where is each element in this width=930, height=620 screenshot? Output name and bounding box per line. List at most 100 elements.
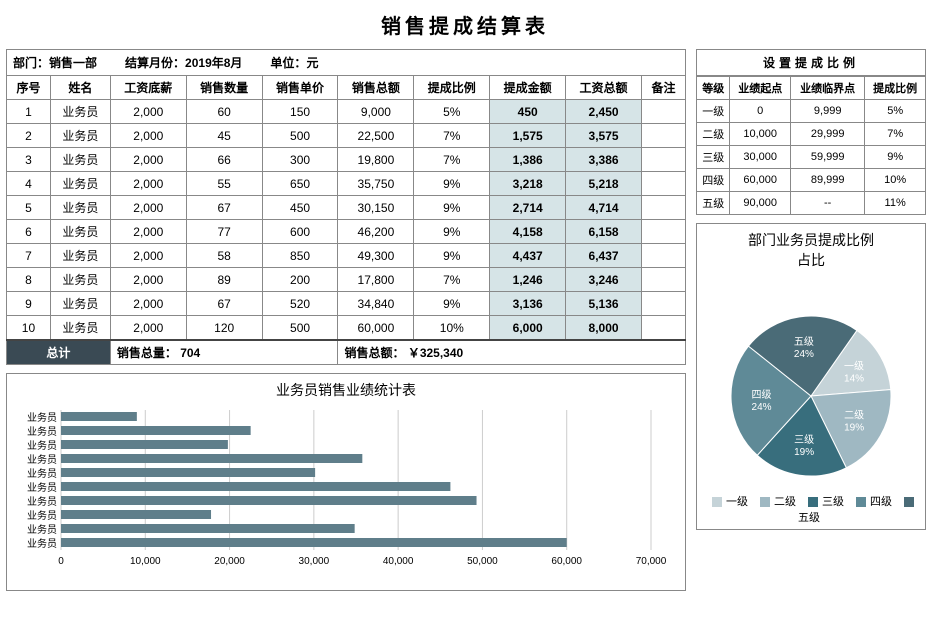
table-row: 2业务员2,0004550022,5007%1,5753,575 [7, 124, 686, 148]
pie-panel: 部门业务员提成比例占比 一级14%二级19%三级19%四级24%五级24% 一级… [696, 223, 926, 530]
svg-text:24%: 24% [794, 349, 814, 360]
svg-text:30,000: 30,000 [299, 556, 330, 567]
table-row: 5业务员2,0006745030,1509%2,7144,714 [7, 196, 686, 220]
ratio-cell: 9% [865, 146, 926, 169]
table-cell: 业务员 [50, 220, 110, 244]
table-cell: 业务员 [50, 292, 110, 316]
table-cell: 8 [7, 268, 51, 292]
table-cell: 业务员 [50, 148, 110, 172]
ratio-header: 设置提成比例 [696, 49, 926, 76]
svg-text:0: 0 [58, 556, 64, 567]
table-cell: 3,575 [566, 124, 642, 148]
main-table: 序号姓名工资底薪销售数量销售单价销售总额提成比例提成金额工资总额备注 1业务员2… [6, 75, 686, 365]
main-col-header: 销售数量 [186, 76, 262, 100]
main-col-header: 销售总额 [338, 76, 414, 100]
table-cell: 6,437 [566, 244, 642, 268]
bar-chart-panel: 业务员销售业绩统计表 010,00020,00030,00040,00050,0… [6, 373, 686, 591]
page-title: 销售提成结算表 [6, 10, 924, 39]
table-cell: 业务员 [50, 172, 110, 196]
table-cell: 6,000 [490, 316, 566, 341]
ratio-row: 五级90,000--11% [697, 192, 926, 215]
main-col-header: 提成比例 [414, 76, 490, 100]
table-cell: 9% [414, 244, 490, 268]
svg-text:二级: 二级 [844, 409, 864, 421]
table-cell [641, 124, 685, 148]
table-cell [641, 292, 685, 316]
table-cell: 89 [186, 268, 262, 292]
table-cell: 67 [186, 196, 262, 220]
table-cell: 3,246 [566, 268, 642, 292]
table-cell: 49,300 [338, 244, 414, 268]
svg-text:20,000: 20,000 [214, 556, 245, 567]
ratio-row: 二级10,00029,9997% [697, 123, 926, 146]
table-cell: 55 [186, 172, 262, 196]
table-cell: 7% [414, 268, 490, 292]
bar-chart: 010,00020,00030,00040,00050,00060,00070,… [11, 406, 681, 586]
ratio-cell: -- [791, 192, 865, 215]
table-cell: 450 [490, 100, 566, 124]
main-col-header: 备注 [641, 76, 685, 100]
table-row: 3业务员2,0006630019,8007%1,3863,386 [7, 148, 686, 172]
table-cell [641, 148, 685, 172]
table-cell: 2,000 [110, 316, 186, 341]
ratio-cell: 三级 [697, 146, 730, 169]
svg-text:10,000: 10,000 [130, 556, 161, 567]
table-cell: 10 [7, 316, 51, 341]
table-cell: 2,000 [110, 100, 186, 124]
bar-chart-title: 业务员销售业绩统计表 [11, 380, 681, 400]
table-cell: 2,000 [110, 148, 186, 172]
table-cell [641, 316, 685, 341]
ratio-cell: 四级 [697, 169, 730, 192]
pie-legend: 一级二级三级四级五级 [701, 493, 921, 525]
table-cell: 10% [414, 316, 490, 341]
total-amount: 销售总额： ￥325,340 [338, 340, 686, 365]
ratio-cell: 30,000 [730, 146, 791, 169]
table-cell: 3,136 [490, 292, 566, 316]
svg-text:14%: 14% [844, 373, 864, 384]
table-cell: 4 [7, 172, 51, 196]
svg-text:70,000: 70,000 [636, 556, 667, 567]
table-cell [641, 196, 685, 220]
table-row: 9业务员2,0006752034,8409%3,1365,136 [7, 292, 686, 316]
table-cell [641, 220, 685, 244]
table-cell: 2,450 [566, 100, 642, 124]
svg-text:业务员: 业务员 [27, 453, 57, 466]
meta-bar: 部门：销售一部 结算月份：2019年8月 单位：元 [6, 49, 686, 75]
ratio-cell: 10,000 [730, 123, 791, 146]
main-col-header: 销售单价 [262, 76, 338, 100]
table-cell: 58 [186, 244, 262, 268]
main-col-header: 序号 [7, 76, 51, 100]
table-row: 10业务员2,00012050060,00010%6,0008,000 [7, 316, 686, 341]
svg-text:业务员: 业务员 [27, 439, 57, 452]
svg-text:40,000: 40,000 [383, 556, 414, 567]
table-cell: 6 [7, 220, 51, 244]
ratio-col-header: 提成比例 [865, 77, 926, 100]
ratio-cell: 90,000 [730, 192, 791, 215]
table-cell: 2,000 [110, 196, 186, 220]
table-cell: 3 [7, 148, 51, 172]
table-row: 4业务员2,0005565035,7509%3,2185,218 [7, 172, 686, 196]
ratio-cell: 9,999 [791, 100, 865, 123]
ratio-cell: 10% [865, 169, 926, 192]
main-col-header: 提成金额 [490, 76, 566, 100]
pie-chart: 一级14%二级19%三级19%四级24%五级24% [701, 276, 921, 486]
table-cell: 业务员 [50, 196, 110, 220]
table-cell: 30,150 [338, 196, 414, 220]
table-cell: 300 [262, 148, 338, 172]
table-cell: 22,500 [338, 124, 414, 148]
table-cell: 150 [262, 100, 338, 124]
pie-title: 部门业务员提成比例占比 [701, 230, 921, 270]
table-cell: 46,200 [338, 220, 414, 244]
table-cell: 2,000 [110, 268, 186, 292]
table-cell: 9 [7, 292, 51, 316]
svg-text:60,000: 60,000 [551, 556, 582, 567]
ratio-cell: 五级 [697, 192, 730, 215]
table-row: 8业务员2,0008920017,8007%1,2463,246 [7, 268, 686, 292]
ratio-cell: 89,999 [791, 169, 865, 192]
svg-text:四级: 四级 [752, 389, 772, 401]
table-cell: 2,000 [110, 220, 186, 244]
table-cell: 4,437 [490, 244, 566, 268]
table-cell: 66 [186, 148, 262, 172]
svg-text:业务员: 业务员 [27, 523, 57, 536]
ratio-cell: 11% [865, 192, 926, 215]
